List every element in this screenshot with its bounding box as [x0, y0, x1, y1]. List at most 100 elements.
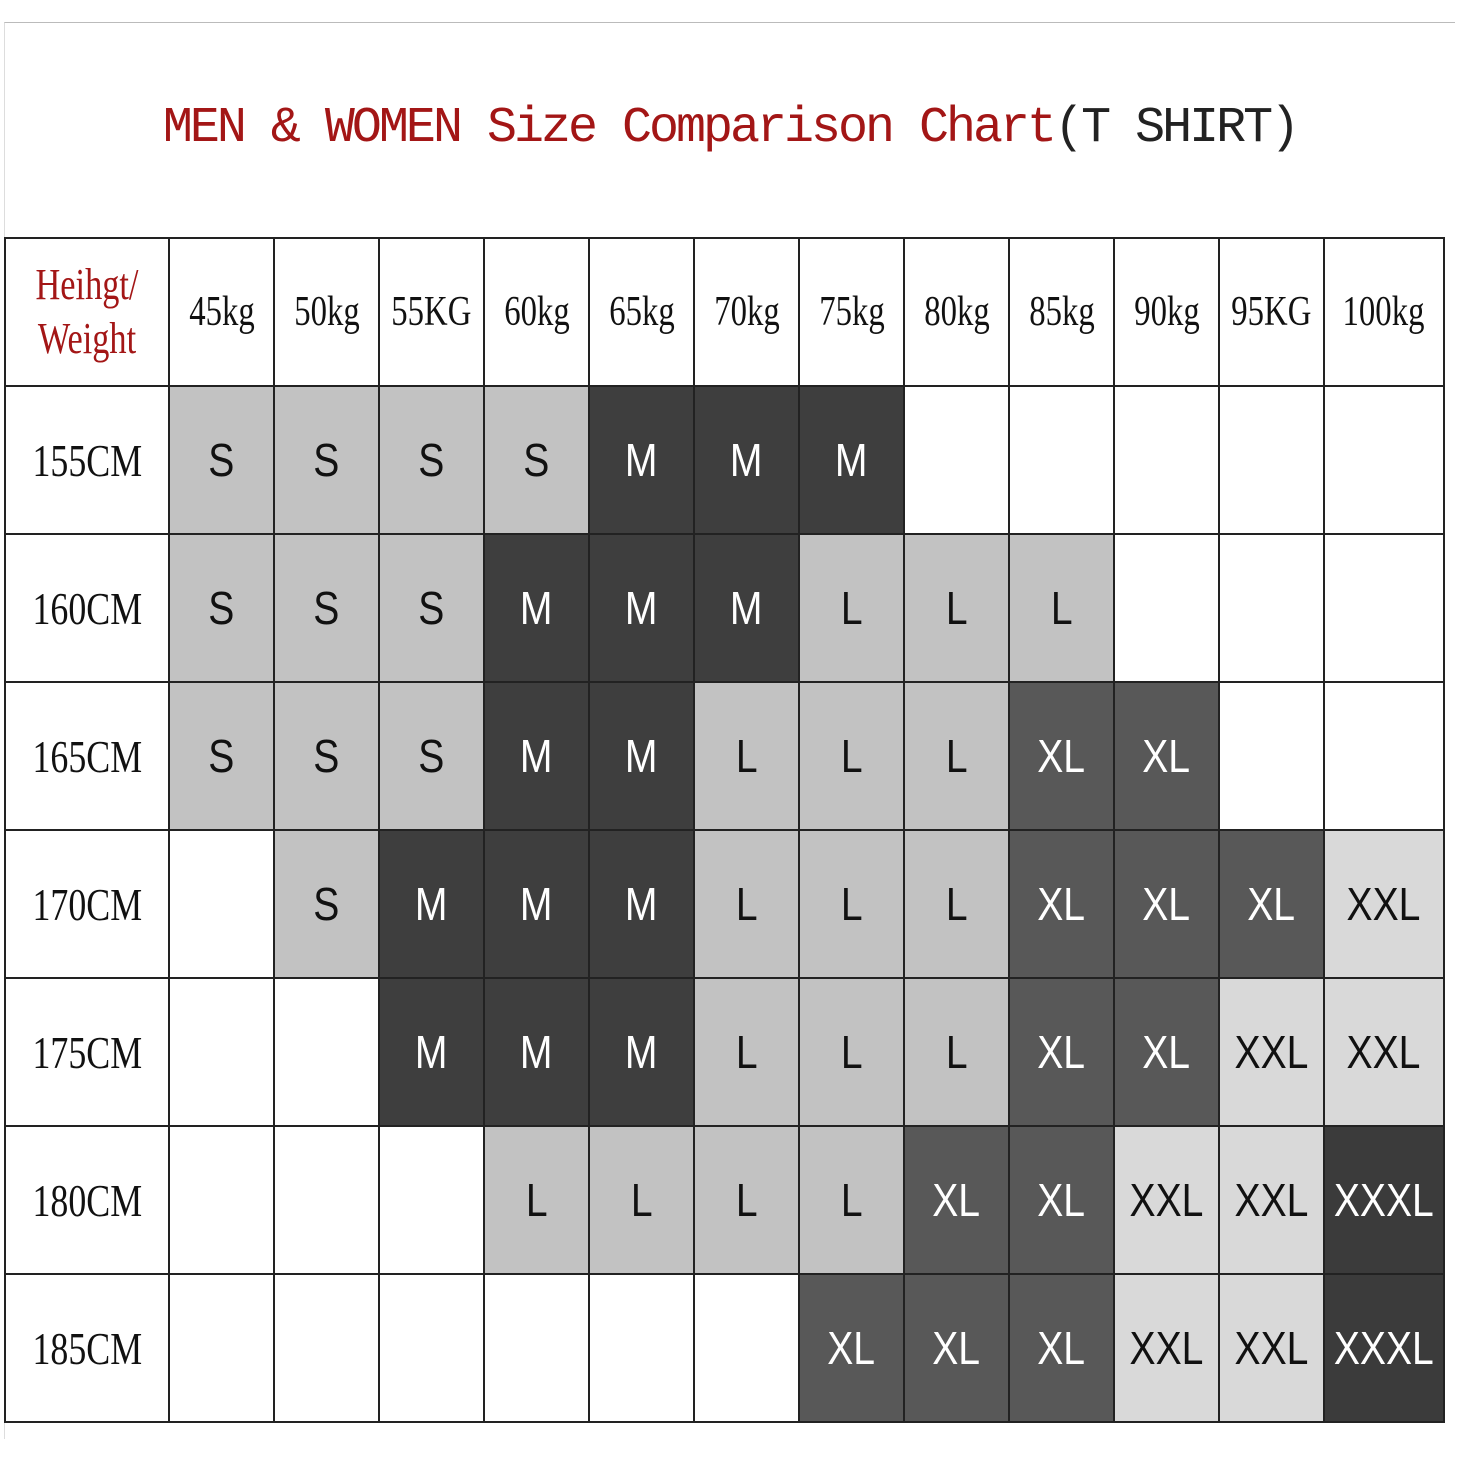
empty-cell	[168, 829, 275, 979]
empty-cell	[1218, 533, 1325, 683]
table-row: 185CM XL XL XL XXL XXL XXXL	[4, 1273, 1445, 1423]
size-cell-xxl: XXL	[1218, 1273, 1325, 1423]
size-cell-xxl: XXL	[1218, 1125, 1325, 1275]
empty-cell	[168, 977, 275, 1127]
height-label: 185CM	[32, 1322, 142, 1374]
empty-cell	[273, 977, 380, 1127]
size-label: S	[523, 434, 550, 486]
empty-cell	[1113, 385, 1220, 535]
empty-cell	[378, 1125, 485, 1275]
weight-label: 85kg	[1028, 289, 1095, 335]
corner-label-line: Weight	[6, 312, 168, 366]
weight-header: 45kg	[168, 237, 275, 387]
size-label: S	[313, 582, 340, 634]
weight-label: 75kg	[818, 289, 885, 335]
weight-header: 80kg	[903, 237, 1010, 387]
size-cell-m: M	[588, 977, 695, 1127]
size-label: XXXL	[1333, 1322, 1434, 1374]
size-cell-l: L	[903, 829, 1010, 979]
size-cell-l: L	[798, 533, 905, 683]
size-label: L	[840, 730, 863, 782]
size-label: S	[208, 730, 235, 782]
empty-cell	[1323, 385, 1445, 535]
size-label: L	[1050, 582, 1073, 634]
size-label: L	[840, 582, 863, 634]
size-label: L	[735, 878, 758, 930]
corner-label-text: Weight	[37, 314, 137, 363]
height-label: 180CM	[32, 1174, 142, 1226]
size-cell-xl: XL	[1218, 829, 1325, 979]
size-cell-s: S	[168, 533, 275, 683]
size-label: L	[840, 1174, 863, 1226]
size-label: XXL	[1234, 1026, 1309, 1078]
size-label: XL	[1037, 1174, 1086, 1226]
weight-label: 55KG	[391, 289, 472, 335]
size-label: S	[208, 582, 235, 634]
size-cell-l: L	[903, 533, 1010, 683]
size-cell-m: M	[693, 533, 800, 683]
size-label: M	[520, 878, 553, 930]
size-label: XL	[1037, 878, 1086, 930]
size-label: XL	[1142, 1026, 1191, 1078]
empty-cell	[273, 1273, 380, 1423]
empty-cell	[693, 1273, 800, 1423]
size-label: XXL	[1234, 1174, 1309, 1226]
weight-label: 70kg	[713, 289, 780, 335]
size-cell-xxl: XXL	[1323, 829, 1445, 979]
size-cell-m: M	[483, 681, 590, 831]
height-label: 165CM	[32, 730, 142, 782]
size-cell-xxl: XXL	[1218, 977, 1325, 1127]
size-cell-l: L	[798, 1125, 905, 1275]
empty-cell	[588, 1273, 695, 1423]
size-cell-xl: XL	[1113, 681, 1220, 831]
size-label: L	[525, 1174, 548, 1226]
size-label: M	[415, 1026, 448, 1078]
size-cell-xl: XL	[1008, 1273, 1115, 1423]
size-label: M	[520, 730, 553, 782]
size-cell-xl: XL	[1008, 1125, 1115, 1275]
height-header: 155CM	[4, 385, 170, 535]
weight-label: 65kg	[608, 289, 675, 335]
size-label: XL	[1037, 1322, 1086, 1374]
size-cell-m: M	[483, 977, 590, 1127]
size-cell-xxxl: XXXL	[1323, 1125, 1445, 1275]
size-cell-l: L	[903, 681, 1010, 831]
size-cell-s: S	[483, 385, 590, 535]
table-row: 180CM L L L L XL XL XXL XXL XXXL	[4, 1125, 1445, 1275]
size-cell-xl: XL	[1008, 681, 1115, 831]
weight-label: 80kg	[923, 289, 990, 335]
table-row: 160CM S S S M M M L L L	[4, 533, 1445, 683]
weight-label: 100kg	[1342, 289, 1425, 335]
title-main: MEN & WOMEN Size Comparison Chart	[162, 100, 1057, 157]
size-label: M	[520, 1026, 553, 1078]
size-cell-l: L	[798, 977, 905, 1127]
size-cell-s: S	[378, 681, 485, 831]
height-label: 170CM	[32, 878, 142, 930]
weight-label: 50kg	[293, 289, 360, 335]
size-cell-m: M	[588, 829, 695, 979]
empty-cell	[273, 1125, 380, 1275]
size-cell-m: M	[483, 533, 590, 683]
size-label: XL	[827, 1322, 876, 1374]
size-label: XXL	[1129, 1174, 1204, 1226]
weight-label: 45kg	[188, 289, 255, 335]
height-header: 180CM	[4, 1125, 170, 1275]
size-cell-l: L	[483, 1125, 590, 1275]
size-label: S	[418, 434, 445, 486]
empty-cell	[1218, 385, 1325, 535]
size-label: XL	[1037, 730, 1086, 782]
weight-header: 75kg	[798, 237, 905, 387]
size-cell-xl: XL	[903, 1273, 1010, 1423]
height-header: 170CM	[4, 829, 170, 979]
size-cell-s: S	[168, 385, 275, 535]
header-row: Heihgt/Weight 45kg 50kg 55KG 60kg 65kg 70kg 75k…	[4, 237, 1445, 387]
corner-label-text: Heihgt/	[35, 260, 139, 309]
table-row: 175CM M M M L L L XL XL XXL XXL	[4, 977, 1445, 1127]
height-label: 160CM	[32, 582, 142, 634]
height-label: 175CM	[32, 1026, 142, 1078]
size-label: L	[945, 730, 968, 782]
table-row: 165CM S S S M M L L L XL XL	[4, 681, 1445, 831]
size-cell-s: S	[273, 533, 380, 683]
table-row: 155CM S S S S M M M	[4, 385, 1445, 535]
size-cell-m: M	[483, 829, 590, 979]
